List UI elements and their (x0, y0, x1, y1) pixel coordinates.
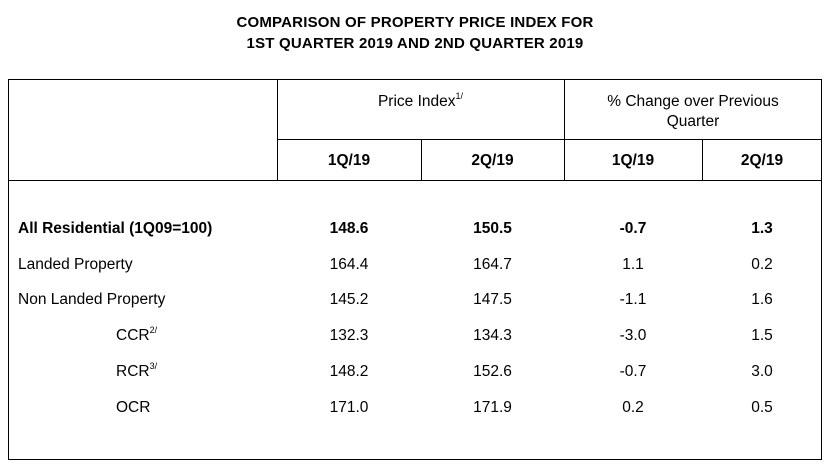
price-index-divider (421, 139, 422, 181)
price-2q19-value: 150.5 (473, 220, 512, 237)
change-2q19-value: 1.6 (751, 291, 773, 308)
price-1q19-value: 148.2 (329, 363, 369, 380)
header-pct-change-line1: % Change over Previous (607, 93, 779, 110)
header-price-index: Price Index1/ (277, 90, 564, 112)
price-1q19-value: 164.4 (329, 256, 369, 273)
price-2q19-value: 134.3 (473, 327, 512, 344)
row-label: Non Landed Property (18, 291, 166, 308)
price-2q19-value: 152.6 (473, 363, 512, 380)
change-1q19-value: -0.7 (619, 363, 647, 380)
row-label: Landed Property (18, 256, 133, 273)
change-1q19-value: -0.7 (619, 220, 647, 237)
row-label: CCR2/ (116, 324, 158, 346)
price-1q19-value: 132.3 (329, 327, 369, 344)
footnote-marker: 1/ (455, 90, 464, 101)
subheader-price-1q19: 1Q/19 (327, 152, 371, 169)
price-1q19-value: 145.2 (329, 291, 369, 308)
change-1q19-value: 1.1 (622, 256, 644, 273)
table-left-border (8, 79, 9, 460)
group-divider (564, 79, 565, 181)
change-2q19-value: 0.5 (751, 399, 773, 416)
change-1q19-value: -3.0 (619, 327, 647, 344)
row-label-text: RCR (116, 363, 150, 380)
change-1q19-value: 0.2 (622, 399, 644, 416)
change-2q19-value: 1.5 (751, 327, 773, 344)
subheader-price-2q19: 2Q/19 (471, 152, 514, 169)
row-label: OCR (116, 399, 151, 416)
header-price-index-label: Price Index (377, 93, 456, 110)
label-column-divider (277, 79, 278, 181)
header-bottom-border (8, 180, 822, 181)
change-2q19-value: 0.2 (751, 256, 773, 273)
price-2q19-value: 164.7 (473, 256, 512, 273)
title-line-2: 1ST QUARTER 2019 AND 2ND QUARTER 2019 (246, 35, 584, 52)
change-2q19-value: 1.3 (751, 220, 773, 237)
row-label: All Residential (1Q09=100) (18, 220, 213, 237)
subheader-change-2q19: 2Q/19 (740, 152, 784, 169)
table-bottom-border (8, 459, 822, 460)
pct-change-divider (702, 139, 703, 181)
table-top-border (8, 79, 822, 80)
price-1q19-value: 171.0 (329, 399, 369, 416)
title-line-1: COMPARISON OF PROPERTY PRICE INDEX FOR (236, 14, 594, 31)
header-divider (277, 139, 822, 140)
table-right-border (821, 79, 822, 460)
subheader-change-1q19: 1Q/19 (611, 152, 655, 169)
price-2q19-value: 171.9 (473, 399, 512, 416)
row-label: RCR3/ (116, 360, 158, 382)
row-label-text: CCR (116, 327, 150, 344)
footnote-marker: 2/ (149, 324, 158, 335)
change-2q19-value: 3.0 (751, 363, 773, 380)
price-2q19-value: 147.5 (473, 291, 512, 308)
header-pct-change-line2: Quarter (666, 113, 720, 130)
change-1q19-value: -1.1 (619, 291, 647, 308)
price-1q19-value: 148.6 (329, 220, 369, 237)
header-pct-change: % Change over Previous Quarter (564, 92, 822, 132)
footnote-marker: 3/ (149, 360, 158, 371)
table-title: COMPARISON OF PROPERTY PRICE INDEX FOR 1… (0, 12, 830, 54)
